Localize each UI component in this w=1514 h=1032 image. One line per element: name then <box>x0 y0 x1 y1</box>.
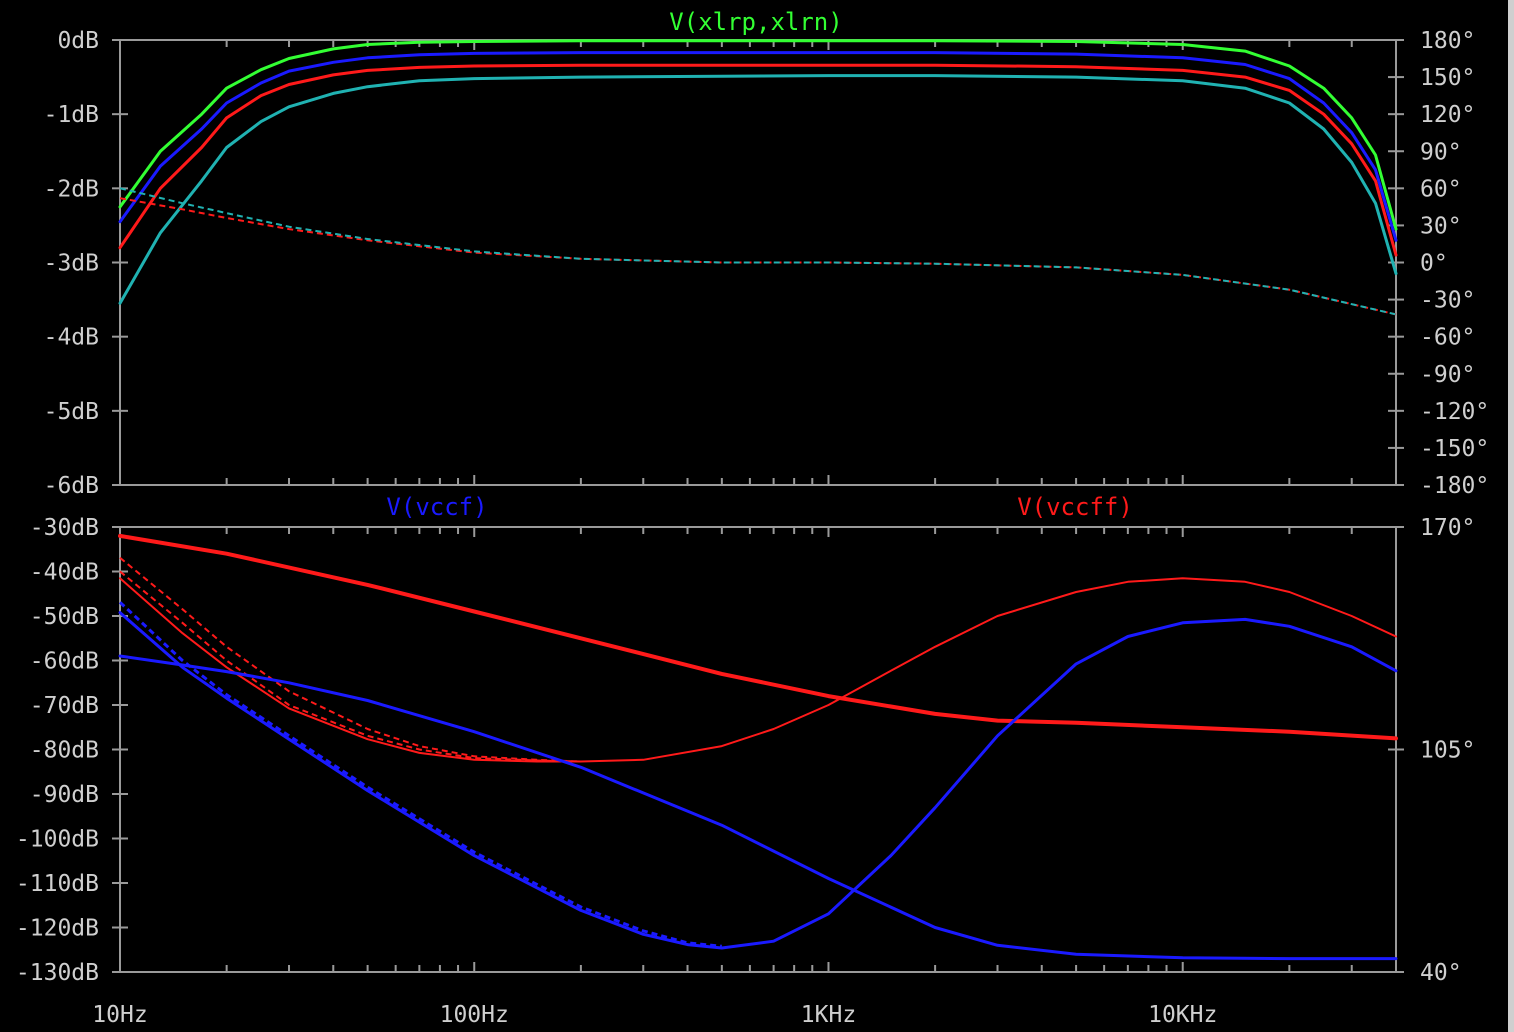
left-tick-label: -30dB <box>30 515 99 541</box>
pane-top-traces <box>118 39 1398 316</box>
right-tick-label: -180° <box>1420 473 1489 499</box>
left-tick-label: -90dB <box>30 782 99 808</box>
right-tick-label: 0° <box>1420 251 1448 277</box>
pane-bottom-trace-label-vccff[interactable]: V(vccff) <box>1017 493 1133 521</box>
left-tick-label: -1dB <box>44 102 99 128</box>
right-tick-label: -30° <box>1420 288 1475 314</box>
pane-bottom-trace-label-vccf[interactable]: V(vccf) <box>386 493 487 521</box>
right-tick-label: -120° <box>1420 399 1489 425</box>
trace-magnitude-1 <box>118 51 1398 242</box>
left-tick-label: 0dB <box>57 28 99 54</box>
right-tick-label: -60° <box>1420 325 1475 351</box>
trace-phase-6 <box>118 601 722 948</box>
left-tick-label: -4dB <box>44 325 99 351</box>
right-tick-label: 30° <box>1420 213 1462 239</box>
left-tick-label: -5dB <box>44 399 99 425</box>
trace-magnitude-4 <box>118 654 1398 961</box>
right-tick-label: -150° <box>1420 436 1489 462</box>
right-tick-label: 60° <box>1420 176 1462 202</box>
trace-magnitude-0 <box>118 533 1398 741</box>
left-tick-label: -70dB <box>30 693 99 719</box>
pane-bottom-ticks <box>112 526 1404 973</box>
left-tick-label: -120dB <box>16 916 99 942</box>
left-tick-label: -6dB <box>44 473 99 499</box>
right-tick-label: 40° <box>1420 960 1462 986</box>
trace-phase-1 <box>119 577 1397 763</box>
left-tick-label: -40dB <box>30 560 99 586</box>
x-tick-label: 10KHz <box>1148 1002 1217 1028</box>
x-tick-label: 1KHz <box>801 1002 856 1028</box>
trace-phase-4 <box>119 197 1397 316</box>
right-tick-label: 170° <box>1420 515 1475 541</box>
right-tick-label: 180° <box>1420 28 1475 54</box>
pane-top-axis-labels: 0dB -1dB -2dB -3dB -4dB -5dB -6dB 180° 150° 120° 9… <box>44 28 1490 499</box>
trace-phase-3 <box>119 570 581 763</box>
right-tick-label: 120° <box>1420 102 1475 128</box>
x-tick-label: 100Hz <box>440 1002 509 1028</box>
left-tick-label: -110dB <box>16 871 99 897</box>
right-tick-label: 105° <box>1420 738 1475 764</box>
left-tick-label: -130dB <box>16 960 99 986</box>
right-tick-label: -90° <box>1420 362 1475 388</box>
trace-phase-5 <box>119 187 1397 316</box>
pane-top-trace-label[interactable]: V(xlrp,xlrn) <box>669 8 842 36</box>
left-tick-label: -80dB <box>30 738 99 764</box>
pane-top[interactable]: 0dB -1dB -2dB -3dB -4dB -5dB -6dB 180° 150° 120° 9… <box>44 8 1490 499</box>
right-tick-label: 150° <box>1420 65 1475 91</box>
trace-magnitude-2 <box>118 63 1398 257</box>
pane-bottom[interactable]: -30dB -40dB -50dB -60dB -70dB -80dB -90dB -100d… <box>16 493 1475 986</box>
pane-bottom-traces <box>118 533 1398 961</box>
left-tick-label: -100dB <box>16 827 99 853</box>
trace-magnitude-0 <box>118 39 1398 231</box>
trace-phase-5 <box>118 611 1398 950</box>
pane-bottom-axis-labels: -30dB -40dB -50dB -60dB -70dB -80dB -90dB -100d… <box>16 515 1475 986</box>
right-tick-label: 90° <box>1420 139 1462 165</box>
left-tick-label: -2dB <box>44 176 99 202</box>
left-tick-label: -3dB <box>44 251 99 277</box>
left-tick-label: -50dB <box>30 604 99 630</box>
x-axis-labels: 10Hz 100Hz 1KHz 10KHz <box>92 1002 1217 1028</box>
x-tick-label: 10Hz <box>92 1002 147 1028</box>
window-edge <box>1508 0 1514 1032</box>
trace-phase-2 <box>119 557 581 763</box>
left-tick-label: -60dB <box>30 649 99 675</box>
trace-magnitude-3 <box>118 74 1398 305</box>
